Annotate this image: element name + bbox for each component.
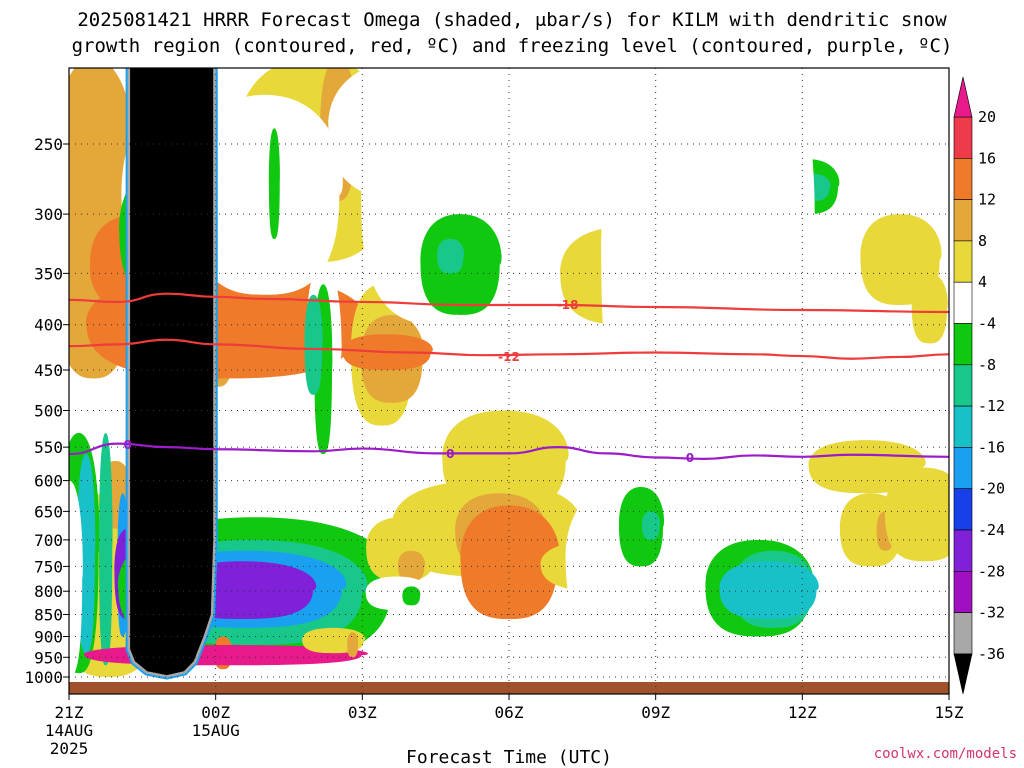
chart-title-line2: growth region (contoured, red, ºC) and f… bbox=[72, 35, 953, 57]
omega-shading bbox=[69, 68, 949, 694]
omega-region-18-1 bbox=[402, 586, 421, 606]
omega-region-28-0 bbox=[884, 467, 949, 562]
plot-grid bbox=[69, 68, 949, 694]
colorbar-band--20--16 bbox=[953, 447, 973, 489]
colorbar-band--28--24 bbox=[953, 529, 973, 572]
colorbar-label--28: -28 bbox=[978, 562, 1005, 580]
omega-core-extreme bbox=[130, 68, 214, 676]
contour-label-extra-1: 0 bbox=[686, 451, 694, 465]
colorbar-label--32: -32 bbox=[978, 604, 1005, 622]
y-tick-label-850: 850 bbox=[34, 606, 63, 625]
colorbar-label--20: -20 bbox=[978, 480, 1005, 498]
y-tick-label-950: 950 bbox=[34, 648, 63, 667]
contour-label--18: -18 bbox=[557, 298, 579, 312]
temperature-contours: -18 -12 0 0 0 bbox=[68, 292, 950, 465]
x-tick-label-03Z: 03Z bbox=[348, 703, 377, 722]
colorbar-band-16-20 bbox=[953, 116, 973, 159]
contour-label-0: 0 bbox=[446, 447, 454, 461]
ground-strip bbox=[69, 682, 949, 694]
colorbar-band--4-4 bbox=[953, 281, 973, 324]
colorbar-band-4-8 bbox=[953, 240, 973, 283]
x-tick-label-09Z: 09Z bbox=[641, 703, 670, 722]
omega-region-16-2 bbox=[460, 505, 560, 620]
colorbar-label--4: -4 bbox=[978, 315, 996, 333]
omega-region-11-2 bbox=[437, 238, 465, 274]
y-tick-label-900: 900 bbox=[34, 627, 63, 646]
omega-region-14-1 bbox=[347, 632, 359, 658]
colorbar-band--12--8 bbox=[953, 364, 973, 407]
y-tick-label-600: 600 bbox=[34, 472, 63, 491]
omega-region-8-2 bbox=[304, 294, 323, 395]
shading-layer bbox=[69, 68, 949, 680]
colorbar-label--12: -12 bbox=[978, 397, 1005, 415]
pressure-axis: 250 300 350 400 450 500 550 600 650 700 750 800 850 9… bbox=[24, 135, 69, 687]
omega-region-25-2 bbox=[641, 511, 660, 540]
y-tick-label-1000: 1000 bbox=[24, 668, 63, 687]
y-tick-label-700: 700 bbox=[34, 531, 63, 550]
x-tick-sublabel-21Z-0: 14AUG bbox=[45, 721, 93, 740]
colorbar-label-4: 4 bbox=[978, 273, 987, 291]
colorbar-label--24: -24 bbox=[978, 521, 1005, 539]
x-tick-label-21Z: 21Z bbox=[55, 703, 84, 722]
colorbar-label-8: 8 bbox=[978, 232, 987, 250]
colorbar-label-20: 20 bbox=[978, 108, 996, 126]
x-tick-label-12Z: 12Z bbox=[788, 703, 817, 722]
x-tick-sublabel-00Z-0: 15AUG bbox=[192, 721, 240, 740]
x-tick-label-06Z: 06Z bbox=[495, 703, 524, 722]
y-tick-label-250: 250 bbox=[34, 135, 63, 154]
y-tick-label-750: 750 bbox=[34, 557, 63, 576]
colorbar-band--16--12 bbox=[953, 405, 973, 448]
colorbar-label--8: -8 bbox=[978, 356, 996, 374]
x-tick-label-00Z: 00Z bbox=[201, 703, 230, 722]
omega-region-29-0 bbox=[911, 273, 948, 344]
omega-region-25-1 bbox=[618, 486, 665, 567]
y-tick-label-650: 650 bbox=[34, 502, 63, 521]
omega-region-30-0 bbox=[808, 440, 926, 494]
omega-region-9-0 bbox=[189, 94, 343, 295]
omega-region-31-0 bbox=[69, 480, 83, 677]
y-tick-label-350: 350 bbox=[34, 264, 63, 283]
colorbar-top-arrow bbox=[953, 76, 973, 118]
colorbar-band--32--28 bbox=[953, 570, 973, 613]
colorbar-label--36: -36 bbox=[978, 645, 1005, 663]
colorbar-label--16: -16 bbox=[978, 438, 1005, 456]
chart-title-line1: 2025081421 HRRR Forecast Omega (shaded, … bbox=[77, 9, 947, 31]
colorbar-label-12: 12 bbox=[978, 191, 996, 209]
colorbar-band-12-16 bbox=[953, 158, 973, 200]
y-tick-label-550: 550 bbox=[34, 438, 63, 457]
colorbar-bottom-arrow bbox=[953, 653, 973, 694]
x-tick-sublabel-21Z-1: 2025 bbox=[50, 739, 89, 758]
credit-text: coolwx.com/models bbox=[874, 746, 1017, 762]
contour-line--18 bbox=[68, 292, 950, 314]
contour-label--12: -12 bbox=[498, 350, 520, 364]
contour-line--12 bbox=[68, 338, 950, 360]
omega-region-12-0 bbox=[464, 201, 556, 215]
colorbar-band--8--4 bbox=[953, 323, 973, 366]
omega-region-13-0 bbox=[328, 68, 518, 202]
y-tick-label-400: 400 bbox=[34, 316, 63, 335]
contour-line-0 bbox=[68, 442, 950, 460]
x-axis-title: Forecast Time (UTC) bbox=[406, 747, 612, 768]
omega-region-21-3 bbox=[719, 561, 819, 620]
y-tick-label-450: 450 bbox=[34, 361, 63, 380]
x-tick-label-15Z: 15Z bbox=[935, 703, 964, 722]
y-tick-label-500: 500 bbox=[34, 402, 63, 421]
y-tick-label-300: 300 bbox=[34, 205, 63, 224]
colorbar-band--24--20 bbox=[953, 488, 973, 531]
omega-colorbar: 20 16 12 8 4 -4 -8 -12 -16 -20 -24 -28 -32 -36 bbox=[953, 76, 1005, 694]
contour-label-extra-0: 0 bbox=[123, 438, 131, 452]
colorbar-band--36--32 bbox=[953, 612, 973, 655]
omega-region-2-4 bbox=[99, 432, 113, 666]
omega-region-24-0 bbox=[601, 68, 773, 481]
omega-region-9-1 bbox=[268, 128, 280, 239]
colorbar-band-8-12 bbox=[953, 199, 973, 242]
y-tick-label-800: 800 bbox=[34, 582, 63, 601]
colorbar-label-16: 16 bbox=[978, 149, 996, 167]
